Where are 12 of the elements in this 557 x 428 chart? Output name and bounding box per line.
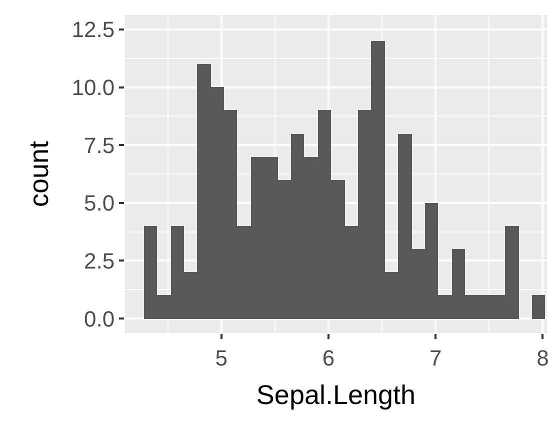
x-tick-label: 8 — [536, 345, 549, 370]
x-tick-label: 6 — [322, 345, 335, 370]
y-axis-title: count — [24, 140, 54, 208]
y-tick-label: 10.0 — [72, 74, 115, 100]
y-tick-label: 7.5 — [84, 132, 115, 158]
x-tick-label: 5 — [215, 345, 228, 370]
y-tick-label: 0.0 — [84, 306, 115, 332]
x-tick-label: 7 — [429, 345, 442, 370]
y-tick-label: 2.5 — [84, 248, 115, 274]
y-tick-label: 12.5 — [72, 17, 115, 42]
y-tick-label: 5.0 — [84, 190, 115, 216]
x-axis-title: Sepal.Length — [256, 380, 416, 410]
